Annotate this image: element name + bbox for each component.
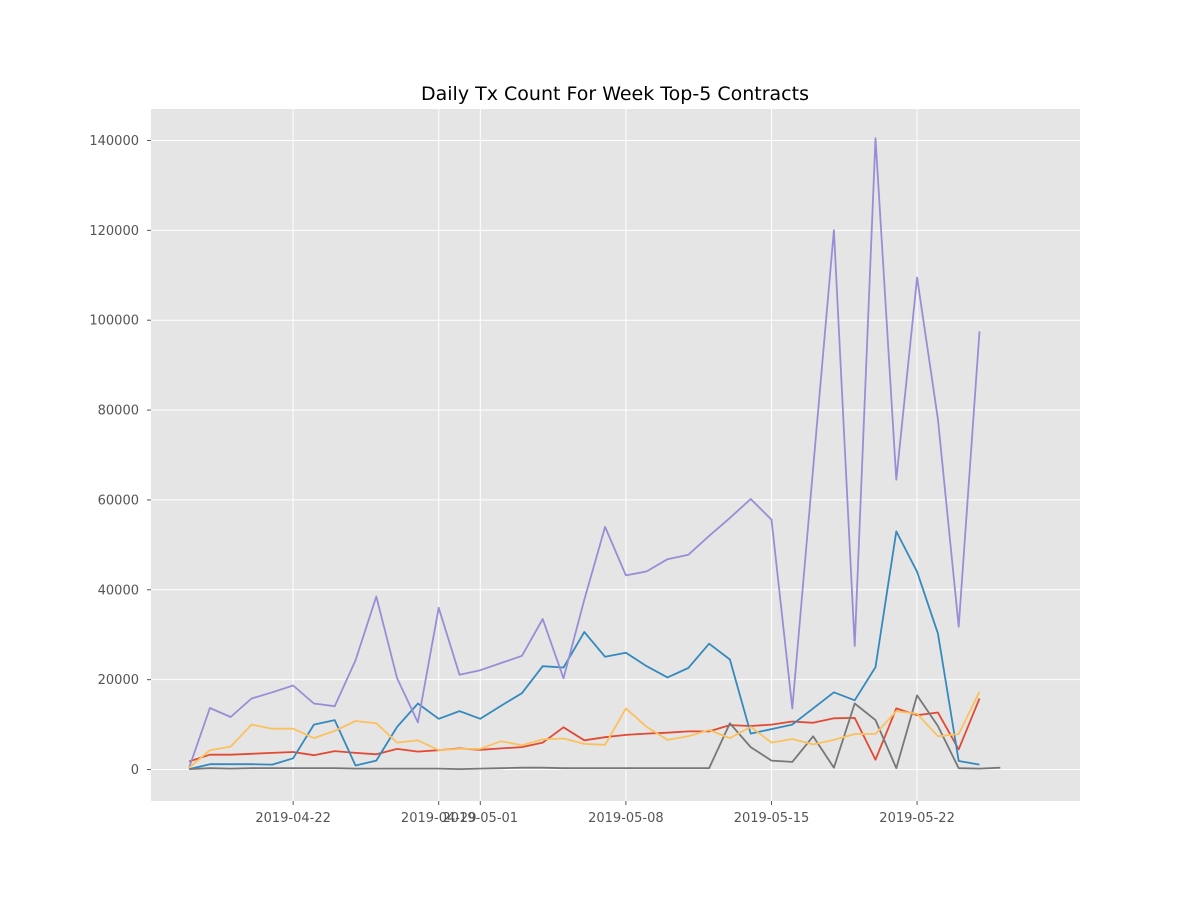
y-tick-label: 0	[131, 763, 139, 778]
x-gridlines	[292, 109, 918, 801]
series-lines	[188, 137, 1001, 770]
y-tick-label: 80000	[98, 404, 139, 419]
y-tick-label: 40000	[98, 583, 139, 598]
chart-title: Daily Tx Count For Week Top-5 Contracts	[421, 83, 809, 105]
y-axis: 0 20000 40000 60000 80000 100000 120000 140000	[89, 134, 151, 778]
y-tick-label: 60000	[98, 493, 139, 508]
y-tick-label: 120000	[89, 224, 139, 239]
y-tick-label: 140000	[89, 134, 139, 149]
series-line	[188, 691, 981, 769]
series-line	[189, 694, 1001, 770]
y-tick-label: 20000	[98, 673, 139, 688]
series-line	[188, 137, 981, 768]
plot-area-background	[151, 109, 1080, 801]
x-tick-label: 2019-04-29	[401, 811, 477, 826]
x-tick-label: 2019-04-22	[255, 811, 331, 826]
x-tick-label: 2019-05-22	[879, 811, 955, 826]
series-line	[188, 530, 980, 770]
x-tick-label: 2019-05-15	[734, 811, 810, 826]
x-tick-label: 2019-05-08	[588, 811, 664, 826]
y-tick-label: 100000	[89, 314, 139, 329]
y-gridlines	[151, 139, 1080, 771]
x-tick-label: 2019-05-01	[443, 811, 519, 826]
series-line	[188, 698, 981, 763]
